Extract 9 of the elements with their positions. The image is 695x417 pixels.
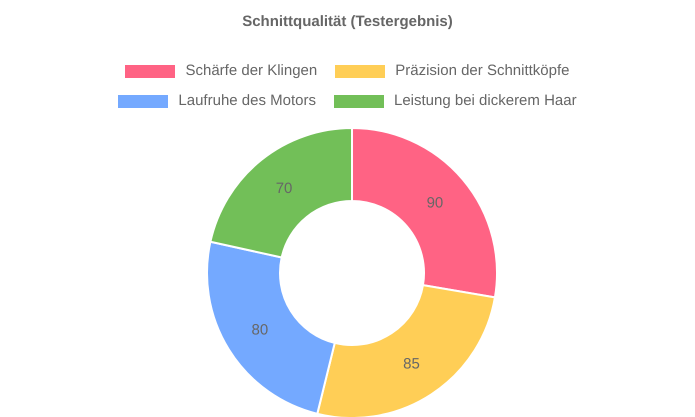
data-label: 80 — [251, 322, 268, 339]
data-label: 90 — [426, 194, 444, 212]
legend-label: Präzision der Schnittköpfe — [394, 61, 570, 81]
chart-title: Schnittqualität (Testergebnis) — [241, 13, 454, 30]
data-label: 85 — [403, 355, 420, 372]
data-label: 70 — [276, 180, 292, 197]
legend-label: Laufruhe des Motors — [177, 91, 316, 111]
legend-label: Schärfe der Klingen — [184, 61, 318, 81]
legend-label: Leistung bei dickerem Haar — [392, 91, 577, 111]
